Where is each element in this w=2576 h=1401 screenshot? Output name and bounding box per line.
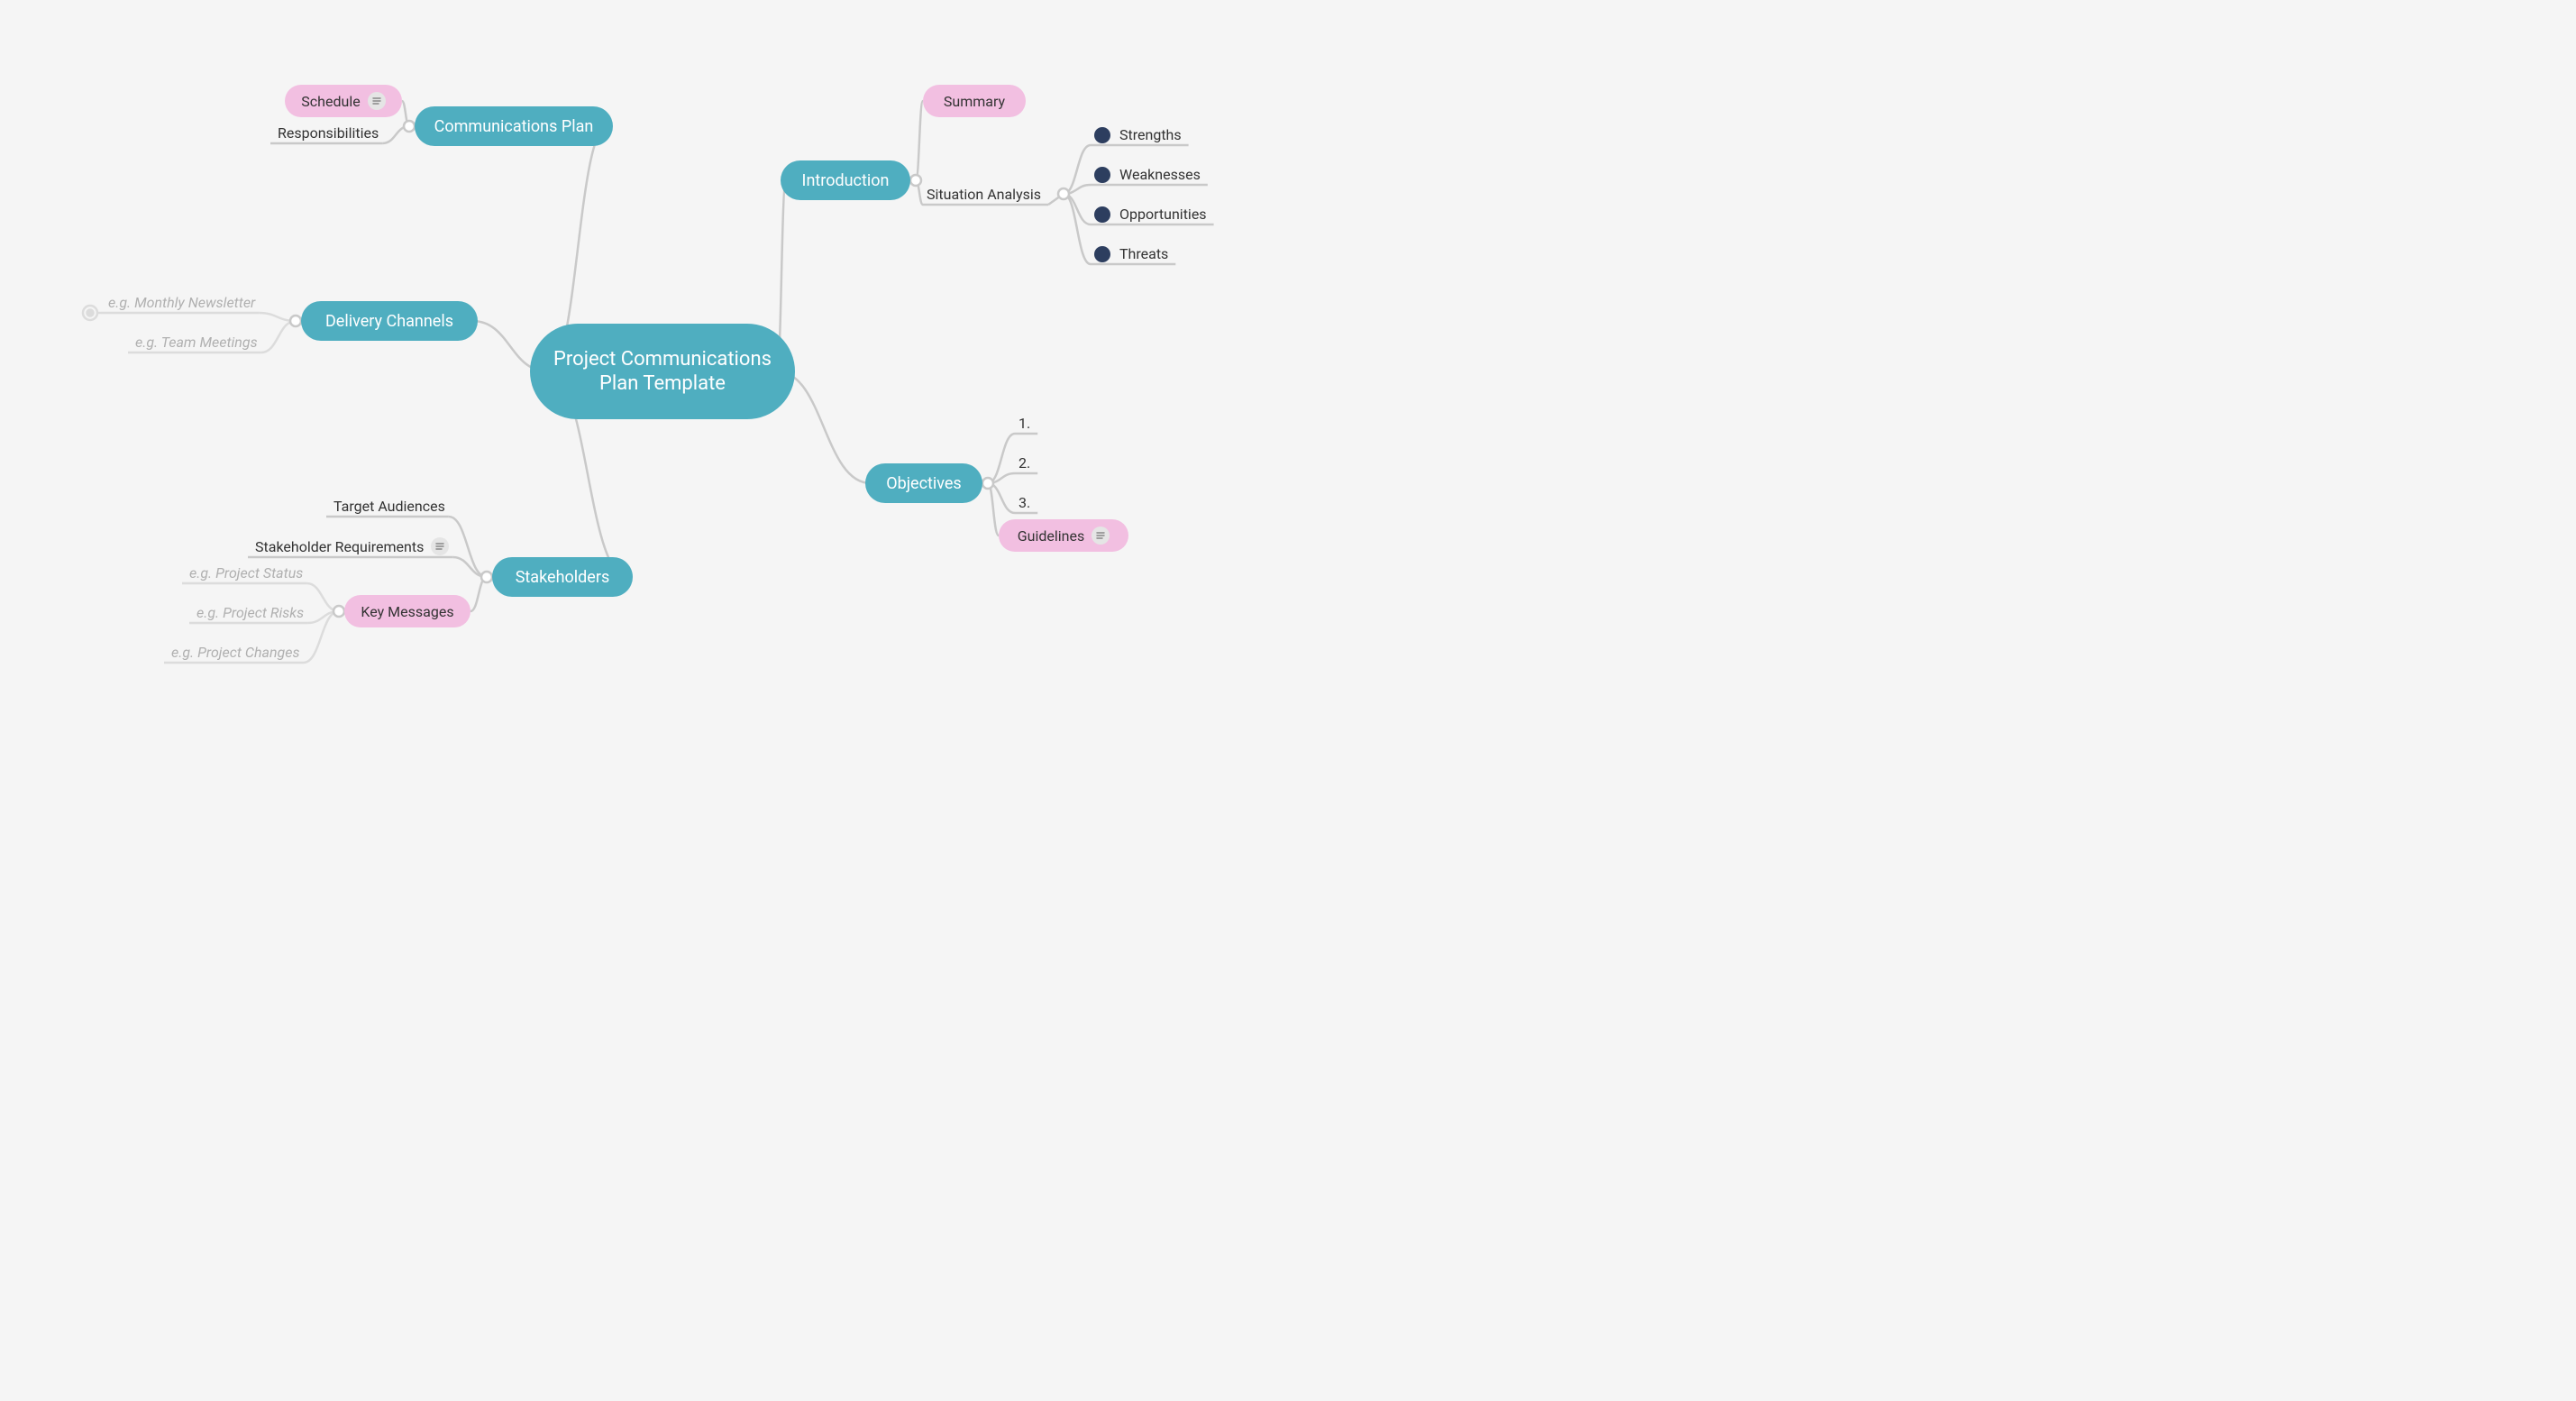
leaf-team-meetings[interactable]: e.g. Team Meetings <box>135 334 258 351</box>
leaf-obj-2[interactable]: 2. <box>1019 454 1030 472</box>
root-node-label: Project Communications Plan Template <box>553 347 772 397</box>
leaf-project-changes[interactable]: e.g. Project Changes <box>171 644 300 661</box>
branch-stakeholders[interactable]: Stakeholders <box>492 557 633 597</box>
branch-objectives-label: Objectives <box>886 474 961 493</box>
branch-stakeholders-label: Stakeholders <box>516 568 610 587</box>
node-key-messages[interactable]: Key Messages <box>344 595 470 627</box>
bullet-icon <box>1094 246 1110 262</box>
leaf-project-changes-label: e.g. Project Changes <box>171 644 300 661</box>
leaf-project-status[interactable]: e.g. Project Status <box>189 564 303 581</box>
node-key-messages-label: Key Messages <box>361 603 453 620</box>
leaf-strengths[interactable]: Strengths <box>1094 126 1182 143</box>
leaf-obj-1[interactable]: 1. <box>1019 415 1030 432</box>
leaf-responsibilities-label: Responsibilities <box>278 124 379 142</box>
leaf-obj-1-label: 1. <box>1019 415 1030 432</box>
branch-introduction[interactable]: Introduction <box>781 160 910 200</box>
leaf-stakeholder-requirements-label: Stakeholder Requirements <box>255 538 424 555</box>
leaf-monthly-newsletter[interactable]: e.g. Monthly Newsletter <box>108 294 255 311</box>
leaf-threats-label: Threats <box>1119 245 1168 262</box>
leaf-obj-3-label: 3. <box>1019 494 1030 511</box>
leaf-weaknesses-label: Weaknesses <box>1119 166 1201 183</box>
node-summary[interactable]: Summary <box>923 85 1026 117</box>
bullet-icon <box>1094 167 1110 183</box>
notes-icon <box>368 92 386 110</box>
leaf-project-risks[interactable]: e.g. Project Risks <box>196 604 304 621</box>
leaf-target-audiences-label: Target Audiences <box>333 498 445 515</box>
leaf-obj-3[interactable]: 3. <box>1019 494 1030 511</box>
leaf-strengths-label: Strengths <box>1119 126 1182 143</box>
branch-communications-plan[interactable]: Communications Plan <box>415 106 613 146</box>
leaf-monthly-newsletter-label: e.g. Monthly Newsletter <box>108 294 255 311</box>
leaf-weaknesses[interactable]: Weaknesses <box>1094 166 1201 183</box>
node-schedule-label: Schedule <box>301 93 360 110</box>
leaf-team-meetings-label: e.g. Team Meetings <box>135 334 258 351</box>
leaf-situation-analysis-label: Situation Analysis <box>927 186 1041 203</box>
node-summary-label: Summary <box>944 93 1005 110</box>
leaf-project-status-label: e.g. Project Status <box>189 564 303 581</box>
leaf-opportunities-label: Opportunities <box>1119 206 1207 223</box>
node-guidelines[interactable]: Guidelines <box>999 519 1128 552</box>
leaf-responsibilities[interactable]: Responsibilities <box>278 124 379 142</box>
branch-delivery-channels-label: Delivery Channels <box>325 312 453 331</box>
branch-introduction-label: Introduction <box>802 171 890 190</box>
branch-communications-plan-label: Communications Plan <box>434 117 594 136</box>
node-schedule[interactable]: Schedule <box>285 85 402 117</box>
leaf-obj-2-label: 2. <box>1019 454 1030 472</box>
branch-delivery-channels[interactable]: Delivery Channels <box>301 301 478 341</box>
leaf-situation-analysis[interactable]: Situation Analysis <box>927 186 1041 203</box>
bullet-icon <box>1094 127 1110 143</box>
notes-icon <box>1092 527 1110 545</box>
leaf-stakeholder-requirements[interactable]: Stakeholder Requirements <box>255 537 449 555</box>
leaf-threats[interactable]: Threats <box>1094 245 1168 262</box>
branch-objectives[interactable]: Objectives <box>865 463 982 503</box>
leaf-project-risks-label: e.g. Project Risks <box>196 604 304 621</box>
notes-icon <box>431 537 449 555</box>
node-guidelines-label: Guidelines <box>1018 527 1084 545</box>
mindmap-canvas[interactable]: Project Communications Plan Template Comm… <box>0 0 1332 724</box>
leaf-opportunities[interactable]: Opportunities <box>1094 206 1207 223</box>
root-node[interactable]: Project Communications Plan Template <box>530 324 795 419</box>
leaf-target-audiences[interactable]: Target Audiences <box>333 498 445 515</box>
bullet-icon <box>1094 206 1110 223</box>
